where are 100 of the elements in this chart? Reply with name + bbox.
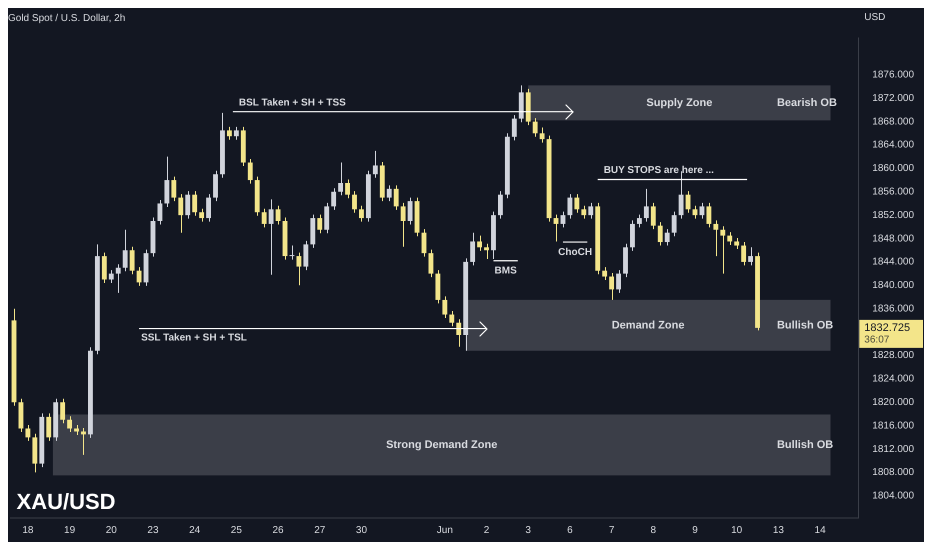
candlestick [157, 199, 162, 226]
candlestick [331, 188, 336, 210]
candlestick [290, 245, 294, 260]
candlestick [268, 198, 274, 276]
candlestick [400, 202, 406, 248]
candlestick [296, 252, 302, 286]
candlestick [748, 246, 754, 266]
candlestick [609, 272, 614, 300]
x-tick-label: 27 [314, 524, 326, 536]
candlestick [498, 190, 503, 220]
x-tick-label: 6 [567, 524, 574, 536]
y-tick-label: 1852.000 [872, 210, 914, 221]
x-tick-label: 3 [525, 524, 532, 536]
y-tick-label: 1872.000 [872, 92, 914, 104]
candlestick [262, 208, 267, 228]
annotation: XAU/USD [16, 489, 116, 514]
candlestick [442, 296, 448, 319]
ref-line-label: BSL Taken + SH + TSS [238, 97, 346, 108]
candlestick [171, 176, 176, 202]
band-label: Strong Demand Zone [386, 438, 498, 451]
y-tick-label: 1844.000 [872, 256, 914, 268]
x-tick-label: 8 [650, 524, 657, 536]
candlestick [741, 242, 746, 266]
x-tick-label: 25 [230, 524, 242, 536]
candlestick [372, 150, 378, 178]
candlestick [727, 232, 732, 246]
candlestick [672, 211, 677, 237]
candlestick [616, 270, 621, 294]
y-axis-title: USD [864, 12, 886, 23]
candlestick [60, 398, 66, 424]
candlestick [248, 158, 253, 184]
candlestick [338, 162, 344, 196]
candlestick [422, 228, 426, 258]
candlestick [352, 190, 357, 214]
x-tick-label: Jun [436, 524, 453, 536]
candlestick [574, 194, 580, 214]
text: 1832.725 [864, 322, 910, 334]
candlestick [428, 249, 434, 278]
y-tick-label: 1864.000 [872, 140, 914, 151]
candlestick [74, 424, 79, 436]
candlestick [102, 252, 107, 284]
candlestick [234, 126, 239, 140]
ref-line-label: ChoCH [558, 246, 592, 258]
candlestick [540, 126, 545, 144]
y-tick-label: 1804.000 [872, 490, 914, 502]
candlestick [734, 237, 740, 250]
candlestick [206, 194, 211, 222]
candlestick [636, 214, 642, 228]
candlestick [630, 220, 635, 252]
candlestick [394, 184, 399, 210]
candlestick [276, 205, 280, 226]
x-tick-label: 18 [22, 524, 34, 536]
candlestick [560, 211, 566, 228]
candlestick [512, 114, 517, 141]
y-tick-label: 1848.000 [872, 233, 914, 244]
x-tick-label: 10 [731, 524, 743, 536]
candlestick [470, 232, 476, 266]
y-tick-label: 1868.000 [872, 116, 914, 128]
annotation: Bullish OB [776, 438, 834, 451]
candlestick [226, 126, 232, 140]
x-tick-label: 20 [106, 524, 118, 536]
candlestick [359, 205, 364, 222]
candlestick [477, 235, 482, 252]
candlestick [303, 240, 308, 271]
ref-line-label: BMS [494, 266, 518, 277]
y-tick-label: 1836.000 [872, 303, 914, 314]
candlestick [664, 228, 670, 246]
ref-line-label: BUY STOPS are here ... [604, 165, 714, 176]
annotation: Bearish OB [776, 96, 837, 109]
candlestick [713, 220, 718, 257]
candlestick [345, 178, 350, 199]
candlestick [706, 202, 712, 228]
x-tick-label: 13 [772, 524, 784, 536]
candlestick [686, 190, 690, 214]
x-tick-label: 30 [356, 524, 368, 536]
candlestick [199, 208, 204, 222]
y-tick-label: 1828.000 [872, 350, 914, 362]
candlestick [136, 266, 142, 286]
x-tick-label: 7 [608, 524, 615, 536]
x-tick-label: 26 [272, 524, 284, 536]
y-tick-label: 1856.000 [872, 186, 914, 198]
x-tick-label: 14 [814, 524, 826, 536]
y-tick-label: 1860.000 [872, 163, 914, 174]
candlestick [644, 188, 649, 222]
candlestick [164, 156, 170, 208]
y-tick-label: 1876.000 [872, 70, 914, 81]
candlestick [658, 222, 663, 246]
candlestick [192, 190, 198, 216]
candlestick [185, 190, 190, 220]
ref-line-label: SSL Taken + SH + TSL [141, 332, 247, 344]
candlestick [567, 194, 572, 220]
candlestick [130, 246, 135, 275]
candlestick [449, 310, 454, 327]
chart-title: Gold Spot / U.S. Dollar, 2h [8, 12, 126, 24]
annotation: Bullish OB [776, 319, 834, 332]
y-tick-label: 1840.000 [872, 280, 914, 292]
y-tick-label: 1824.000 [872, 374, 914, 385]
y-tick-label: 1812.000 [872, 444, 914, 455]
candlestick [108, 270, 114, 284]
x-tick-label: 9 [692, 524, 698, 536]
